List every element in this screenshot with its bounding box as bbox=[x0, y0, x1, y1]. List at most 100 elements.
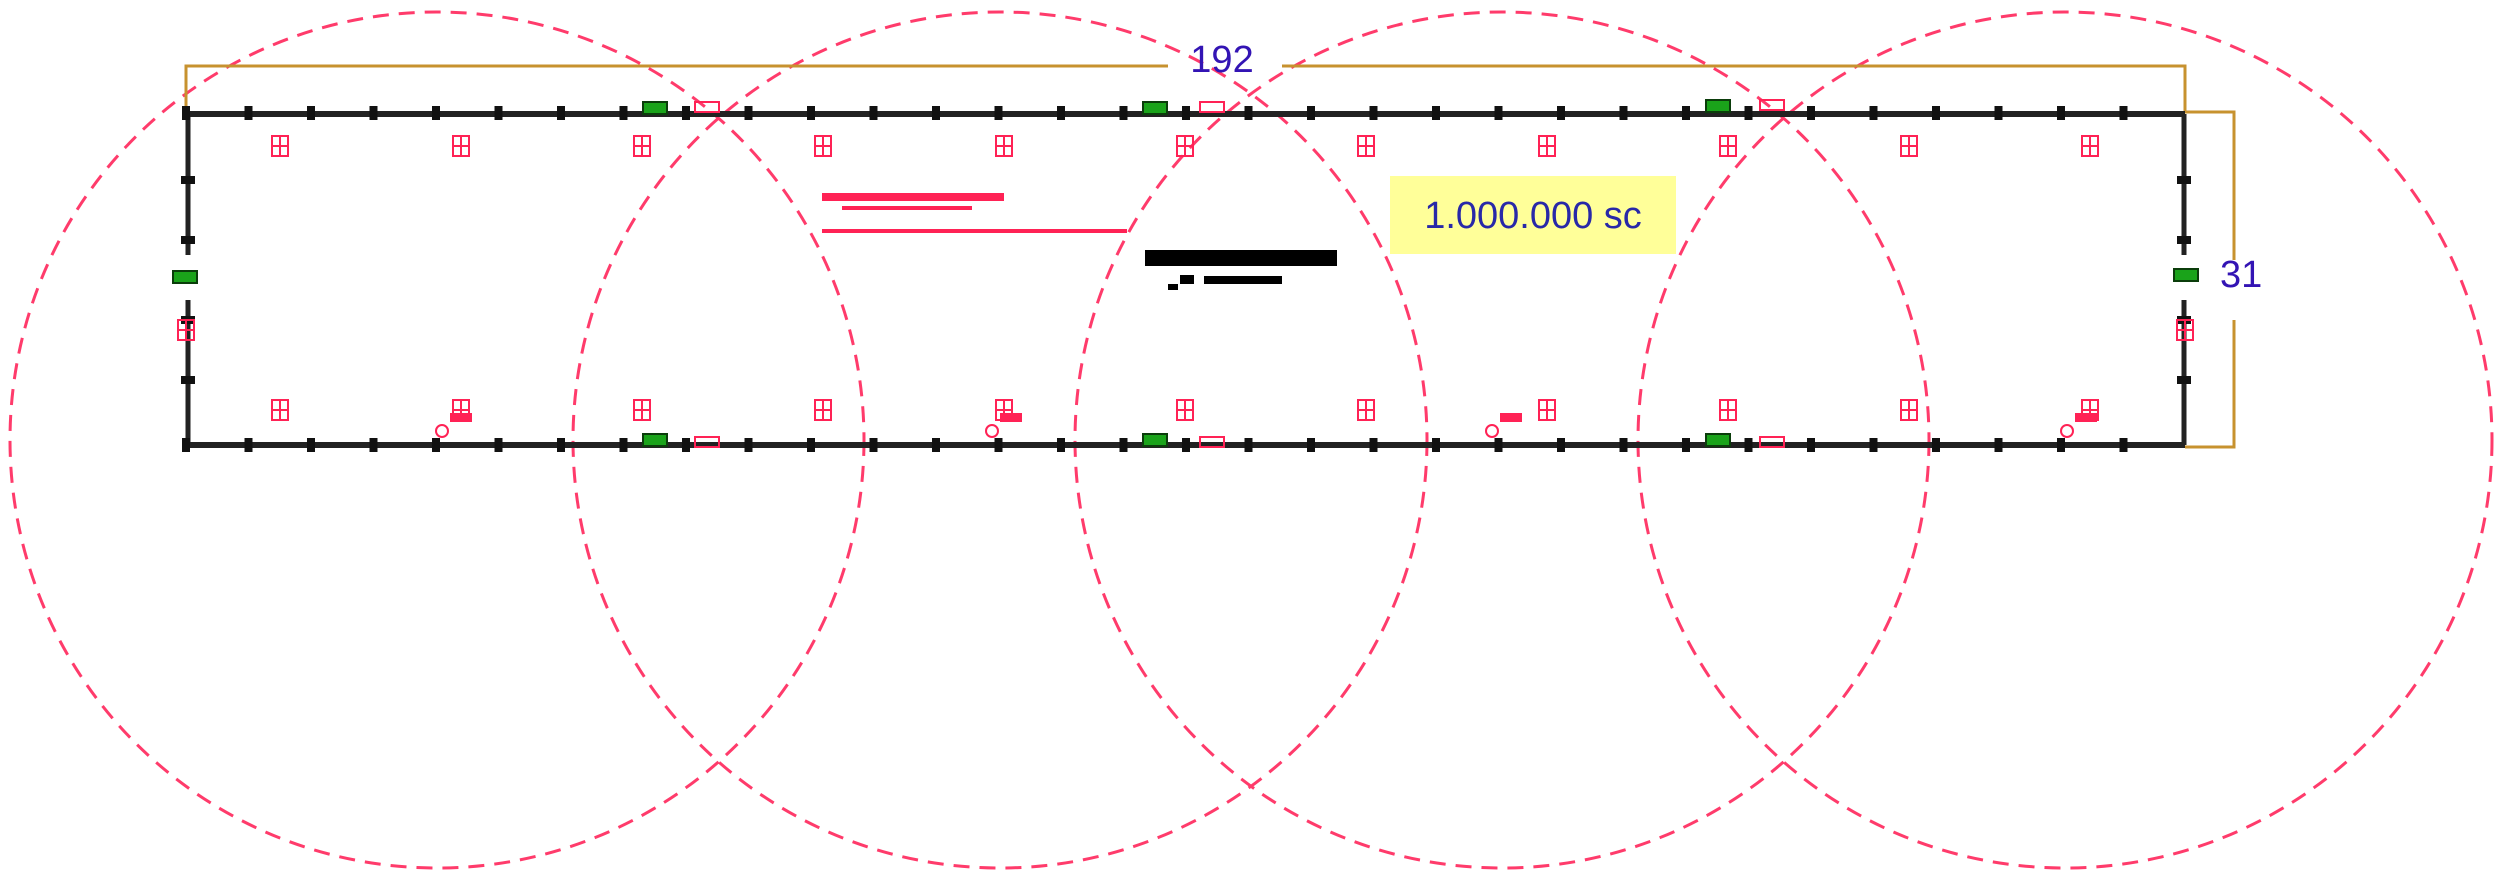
pull-station-icon bbox=[450, 413, 472, 422]
column-tick bbox=[307, 106, 315, 120]
detector-icon bbox=[1176, 135, 1194, 157]
horn-strobe-icon bbox=[694, 436, 720, 448]
column-tick bbox=[1932, 438, 1940, 452]
plan-annotations bbox=[822, 193, 1127, 233]
column-tick bbox=[1932, 106, 1940, 120]
exit-sign-icon bbox=[1705, 99, 1731, 113]
column-tick bbox=[1244, 106, 1253, 120]
column-tick bbox=[2057, 438, 2065, 452]
column-tick bbox=[557, 106, 565, 120]
detector-icon bbox=[1719, 135, 1737, 157]
column-tick bbox=[744, 106, 753, 120]
annotation-line-2 bbox=[842, 206, 972, 210]
coverage-circle-3 bbox=[1073, 10, 1931, 870]
column-tick bbox=[1557, 106, 1565, 120]
column-tick bbox=[2057, 106, 2065, 120]
column-tick bbox=[1307, 438, 1315, 452]
width-dimension-line bbox=[184, 64, 1168, 112]
coverage-circle-1 bbox=[8, 10, 866, 870]
detector-icon bbox=[814, 135, 832, 157]
column-tick bbox=[181, 176, 195, 184]
exit-markers bbox=[172, 99, 2199, 447]
pull-station-icon bbox=[1000, 413, 1022, 422]
column-tick bbox=[994, 438, 1003, 452]
pull-station-icon bbox=[435, 424, 449, 438]
column-tick bbox=[932, 106, 940, 120]
detector-icon bbox=[814, 399, 832, 421]
legend-bar bbox=[1145, 250, 1337, 266]
horn-strobe-icon bbox=[1199, 101, 1225, 113]
column-tick bbox=[1432, 438, 1440, 452]
horn-strobe-icon bbox=[1759, 436, 1785, 448]
detector-icon bbox=[1357, 135, 1375, 157]
column-tick bbox=[1557, 438, 1565, 452]
column-tick bbox=[869, 438, 878, 452]
column-tick bbox=[807, 438, 815, 452]
detector-icon bbox=[271, 135, 289, 157]
column-tick bbox=[181, 376, 195, 384]
detector-icon bbox=[633, 399, 651, 421]
column-tick bbox=[494, 438, 503, 452]
column-tick bbox=[1619, 438, 1628, 452]
note-box bbox=[1390, 176, 1676, 254]
column-tick bbox=[557, 438, 565, 452]
column-tick bbox=[1119, 106, 1128, 120]
column-tick bbox=[181, 236, 195, 244]
dimension-lines bbox=[184, 64, 2236, 449]
detector-icon bbox=[1900, 135, 1918, 157]
device-markers bbox=[177, 99, 2194, 448]
column-tick bbox=[244, 438, 253, 452]
width-dimension-label: 192 bbox=[1190, 39, 1253, 81]
exit-sign-icon bbox=[642, 101, 668, 115]
column-tick bbox=[1369, 438, 1378, 452]
column-tick bbox=[682, 438, 690, 452]
annotation-line-1 bbox=[822, 193, 1004, 201]
detector-icon bbox=[995, 135, 1013, 157]
column-tick bbox=[1119, 438, 1128, 452]
pull-station-icon bbox=[1485, 424, 1499, 438]
column-tick bbox=[2177, 236, 2191, 244]
column-tick bbox=[1869, 106, 1878, 120]
exit-sign-icon bbox=[172, 270, 198, 284]
column-tick bbox=[1494, 106, 1503, 120]
column-tick bbox=[1744, 106, 1753, 120]
column-tick bbox=[682, 106, 690, 120]
horn-strobe-icon bbox=[694, 101, 720, 113]
coverage-circles bbox=[8, 10, 2494, 870]
column-tick bbox=[1994, 106, 2003, 120]
column-tick bbox=[432, 438, 440, 452]
column-tick bbox=[307, 438, 315, 452]
column-tick bbox=[432, 106, 440, 120]
detector-icon bbox=[2176, 319, 2194, 341]
detector-icon bbox=[633, 135, 651, 157]
detector-icon bbox=[1357, 399, 1375, 421]
height-dimension-line-lower bbox=[2185, 320, 2236, 449]
legend-bar-text bbox=[1204, 276, 1282, 284]
column-tick bbox=[994, 106, 1003, 120]
exit-sign-icon bbox=[1142, 433, 1168, 447]
column-tick bbox=[1307, 106, 1315, 120]
detector-icon bbox=[177, 319, 195, 341]
column-tick bbox=[932, 438, 940, 452]
detector-icon bbox=[1176, 399, 1194, 421]
horn-strobe-icon bbox=[1199, 436, 1225, 448]
detector-icon bbox=[452, 135, 470, 157]
exit-sign-icon bbox=[1142, 101, 1168, 115]
exit-sign-icon bbox=[2173, 268, 2199, 282]
column-tick bbox=[369, 106, 378, 120]
column-tick bbox=[1682, 106, 1690, 120]
column-tick bbox=[619, 106, 628, 120]
pull-station-icon bbox=[985, 424, 999, 438]
pull-station-icon bbox=[1500, 413, 1522, 422]
column-tick bbox=[1369, 106, 1378, 120]
column-tick bbox=[1494, 438, 1503, 452]
detector-icon bbox=[1719, 399, 1737, 421]
column-tick bbox=[1244, 438, 1253, 452]
detector-icon bbox=[271, 399, 289, 421]
legend-block bbox=[1145, 250, 1337, 290]
horn-strobe-icon bbox=[1759, 99, 1785, 111]
detector-icon bbox=[1538, 135, 1556, 157]
column-tick bbox=[182, 438, 190, 452]
column-tick bbox=[1869, 438, 1878, 452]
